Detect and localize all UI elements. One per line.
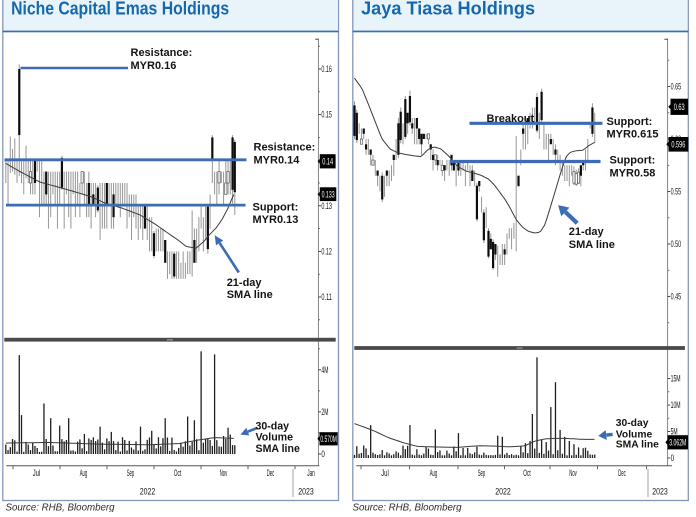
svg-text:SMA line: SMA line: [256, 443, 300, 455]
svg-text:0.55: 0.55: [671, 187, 682, 198]
svg-text:21-day: 21-day: [569, 226, 605, 238]
svg-text:Resistance:: Resistance:: [131, 47, 193, 59]
svg-text:0.133: 0.133: [322, 189, 335, 200]
svg-text:0.14: 0.14: [322, 157, 333, 168]
svg-text:Support:: Support:: [253, 201, 299, 213]
svg-text:10M: 10M: [671, 400, 681, 411]
svg-text:Niche Capital Emas Holdings: Niche Capital Emas Holdings: [11, 0, 229, 19]
svg-text:Support:: Support:: [610, 154, 656, 166]
svg-text:Oct: Oct: [174, 468, 182, 479]
svg-text:Jul: Jul: [381, 468, 389, 479]
svg-text:21-day: 21-day: [227, 277, 263, 289]
svg-text:2M: 2M: [321, 407, 328, 418]
svg-text:Jaya Tiasa Holdings: Jaya Tiasa Holdings: [361, 0, 535, 19]
svg-text:Sep: Sep: [127, 468, 135, 479]
svg-text:MYR0.16: MYR0.16: [131, 60, 177, 72]
svg-text:MYR0.58: MYR0.58: [610, 168, 656, 180]
svg-text:Jul: Jul: [33, 468, 41, 479]
svg-text:2023: 2023: [298, 487, 314, 498]
svg-text:MYR0.13: MYR0.13: [253, 214, 299, 226]
svg-text:Volume: Volume: [616, 429, 653, 440]
svg-text:0: 0: [671, 453, 675, 464]
svg-text:MYR0.615: MYR0.615: [607, 129, 659, 141]
svg-text:Support:: Support:: [607, 116, 653, 128]
svg-text:0.45: 0.45: [671, 292, 682, 303]
svg-text:Source: RHB, Bloomberg: Source: RHB, Bloomberg: [353, 503, 462, 513]
svg-text:3.062M: 3.062M: [669, 438, 686, 449]
svg-text:Jan: Jan: [307, 468, 315, 479]
svg-text:Source: RHB, Bloomberg: Source: RHB, Bloomberg: [6, 503, 115, 513]
svg-text:MYR0.14: MYR0.14: [254, 154, 301, 166]
svg-text:0.570M: 0.570M: [320, 434, 337, 445]
svg-text:Sep: Sep: [478, 468, 486, 479]
svg-text:0.13: 0.13: [321, 201, 332, 212]
svg-text:0.11: 0.11: [321, 292, 332, 303]
svg-text:Nov: Nov: [569, 468, 577, 479]
svg-text:30-day: 30-day: [616, 418, 649, 429]
svg-text:30-day: 30-day: [256, 420, 290, 432]
svg-text:SMA line: SMA line: [569, 239, 615, 251]
svg-text:0: 0: [321, 449, 325, 460]
svg-text:Aug: Aug: [80, 468, 88, 479]
svg-text:0.50: 0.50: [671, 239, 682, 250]
svg-text:Volume: Volume: [256, 432, 294, 444]
svg-text:4M: 4M: [321, 365, 328, 376]
svg-text:15M: 15M: [671, 374, 681, 385]
svg-text:0.12: 0.12: [321, 246, 332, 257]
svg-text:Oct: Oct: [523, 468, 531, 479]
svg-text:Dec: Dec: [267, 468, 275, 479]
svg-text:Resistance:: Resistance:: [254, 142, 316, 154]
svg-text:2023: 2023: [652, 487, 668, 498]
svg-text:0.596: 0.596: [671, 140, 685, 151]
svg-text:0.15: 0.15: [321, 110, 332, 121]
svg-text:Breakout: Breakout: [487, 113, 535, 125]
svg-text:SMA line: SMA line: [227, 289, 273, 301]
svg-text:Dec: Dec: [618, 468, 626, 479]
svg-text:Aug: Aug: [430, 468, 438, 479]
svg-text:0.65: 0.65: [671, 82, 682, 93]
svg-text:5M: 5M: [671, 427, 678, 438]
svg-text:0.16: 0.16: [321, 64, 332, 75]
svg-text:2022: 2022: [495, 487, 511, 498]
svg-text:SMA line: SMA line: [616, 440, 659, 451]
svg-text:Nov: Nov: [220, 468, 228, 479]
svg-text:0.63: 0.63: [674, 102, 685, 113]
svg-text:2022: 2022: [140, 487, 156, 498]
